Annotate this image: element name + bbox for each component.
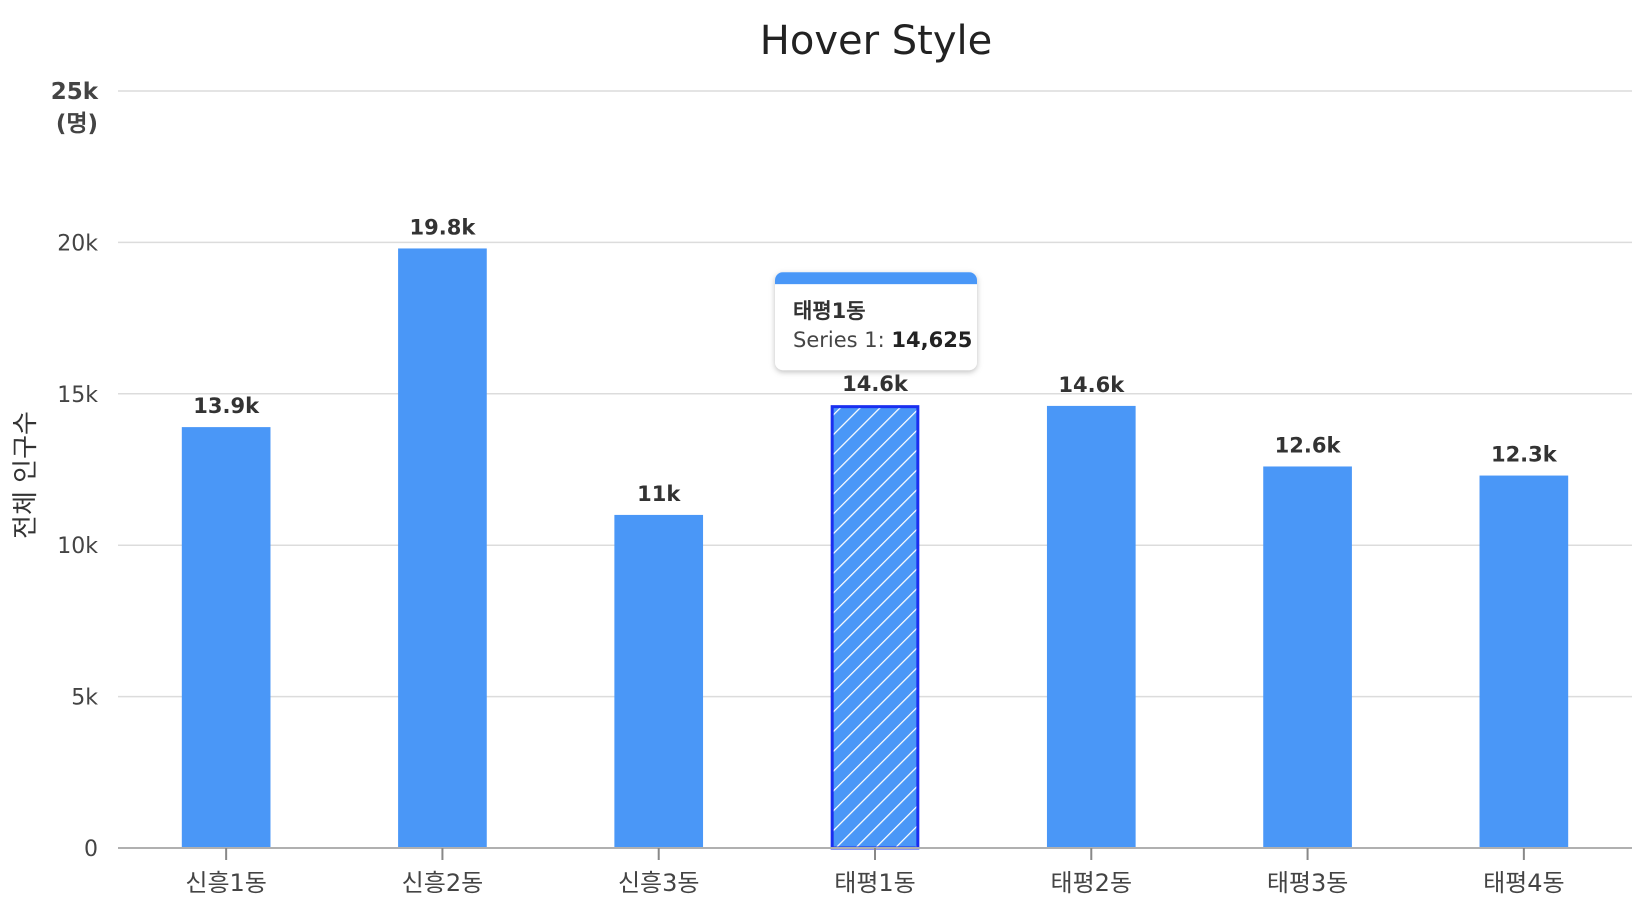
data-label: 19.8k — [410, 215, 477, 239]
bar[interactable] — [398, 248, 487, 848]
y-axis-unit-label: (명) — [56, 111, 98, 137]
y-axis-ticks: 0 5k 10k 15k 20k 25k — [51, 79, 99, 862]
bar[interactable] — [181, 427, 271, 848]
data-label: 14.6k — [1058, 373, 1125, 397]
bar[interactable] — [1046, 405, 1136, 848]
data-label: 13.9k — [193, 394, 260, 418]
x-axis-ticks: 신흥1동 신흥2동 신흥3동 태평1동 태평2동 태평3동 태평4동 — [185, 848, 1565, 897]
data-label: 12.3k — [1491, 443, 1558, 467]
tooltip: 태평1동 Series 1: 14,625 — [775, 272, 977, 371]
data-label: 11k — [637, 482, 681, 506]
y-axis-title: 전체 인구수 — [11, 411, 41, 539]
x-tick-label: 신흥1동 — [185, 869, 267, 897]
bar[interactable] — [1479, 475, 1569, 848]
tooltip-body: Series 1: 14,625 — [793, 328, 972, 352]
x-tick-label: 신흥3동 — [618, 869, 700, 897]
y-tick-label: 15k — [57, 383, 98, 408]
gridlines — [118, 90, 1632, 698]
y-tick-label: 10k — [57, 534, 98, 559]
tooltip-title: 태평1동 — [793, 299, 866, 323]
tooltip-header-bar — [775, 272, 977, 285]
bar-series — [181, 248, 1569, 850]
x-tick-label: 태평1동 — [834, 869, 916, 897]
bar[interactable] — [1263, 466, 1352, 848]
bar-hovered[interactable] — [830, 405, 920, 850]
x-tick-label: 태평4동 — [1483, 869, 1565, 897]
tooltip-box — [775, 272, 977, 371]
x-tick-label: 태평3동 — [1267, 869, 1349, 897]
chart-title: Hover Style — [760, 18, 992, 64]
tooltip-series-label: Series 1: — [793, 328, 891, 352]
y-tick-label: 20k — [57, 231, 98, 256]
x-tick-label: 신흥2동 — [402, 869, 484, 897]
data-labels: 13.9k 19.8k 11k 14.6k 14.6k 12.6k 12.3k — [193, 215, 1558, 505]
tooltip-value: 14,625 — [891, 328, 972, 352]
bar[interactable] — [614, 514, 704, 848]
data-label: 12.6k — [1275, 433, 1342, 457]
data-label: 14.6k — [842, 372, 909, 396]
y-tick-label: 5k — [71, 686, 98, 711]
x-tick-label: 태평2동 — [1051, 869, 1133, 897]
y-tick-label: 0 — [84, 837, 98, 862]
y-tick-label: 25k — [51, 79, 99, 105]
